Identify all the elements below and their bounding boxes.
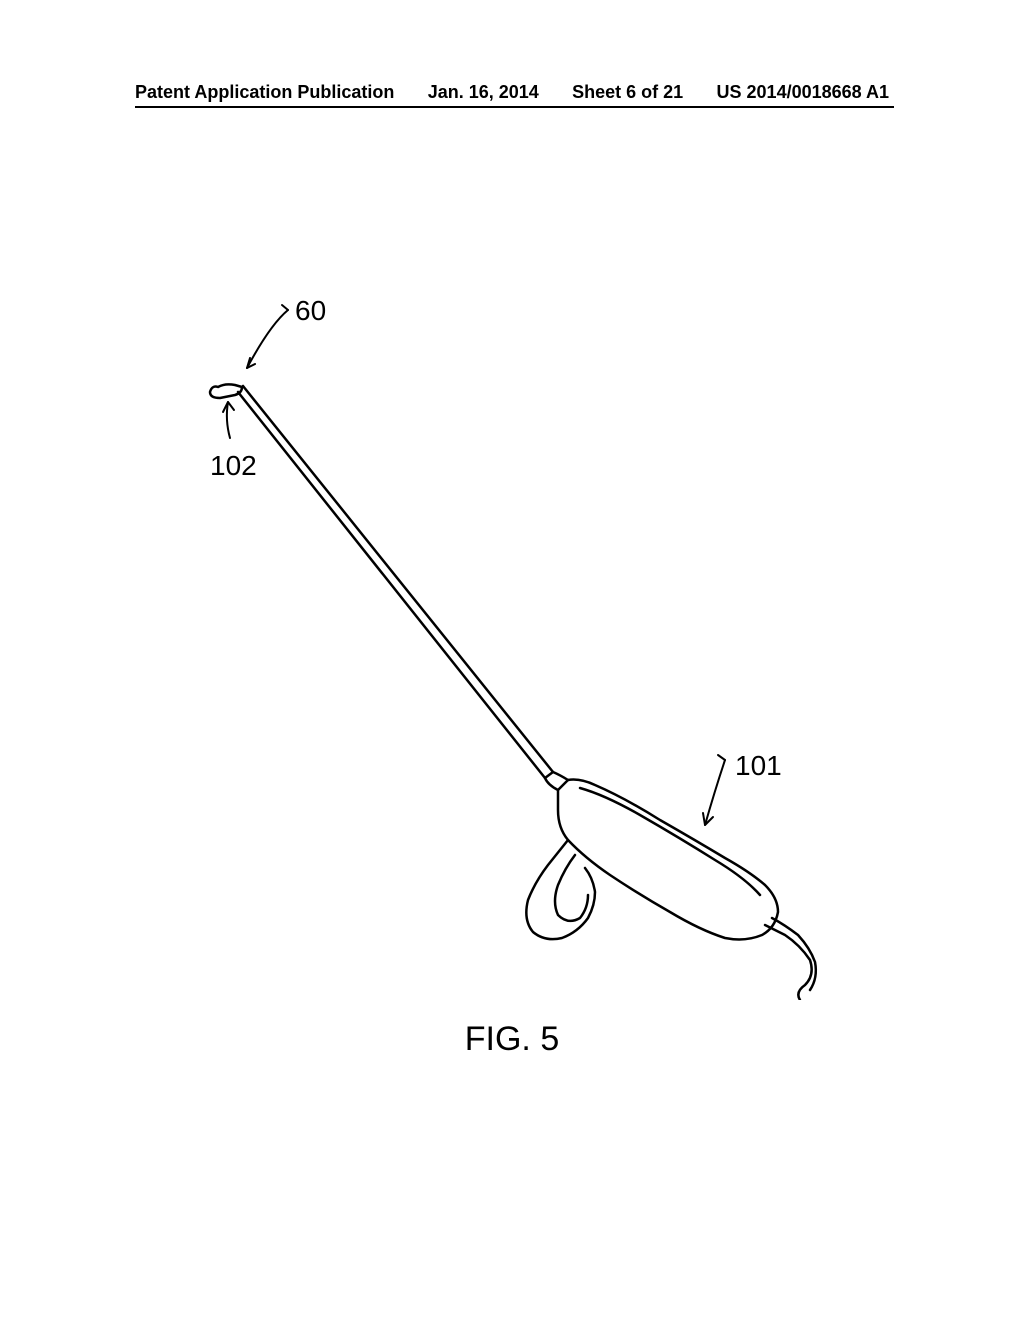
publication-type: Patent Application Publication [135, 82, 394, 103]
ref-label-101: 101 [735, 750, 782, 782]
figure-caption: FIG. 5 [0, 1020, 1024, 1059]
ref-label-102: 102 [210, 450, 257, 482]
page-header: Patent Application Publication Jan. 16, … [0, 82, 1024, 103]
ref-label-60: 60 [295, 295, 326, 327]
publication-date: Jan. 16, 2014 [428, 82, 539, 103]
figure-container [150, 280, 870, 1000]
publication-number: US 2014/0018668 A1 [717, 82, 889, 103]
patent-figure-svg [150, 280, 870, 1000]
header-divider [135, 106, 894, 108]
sheet-info: Sheet 6 of 21 [572, 82, 683, 103]
